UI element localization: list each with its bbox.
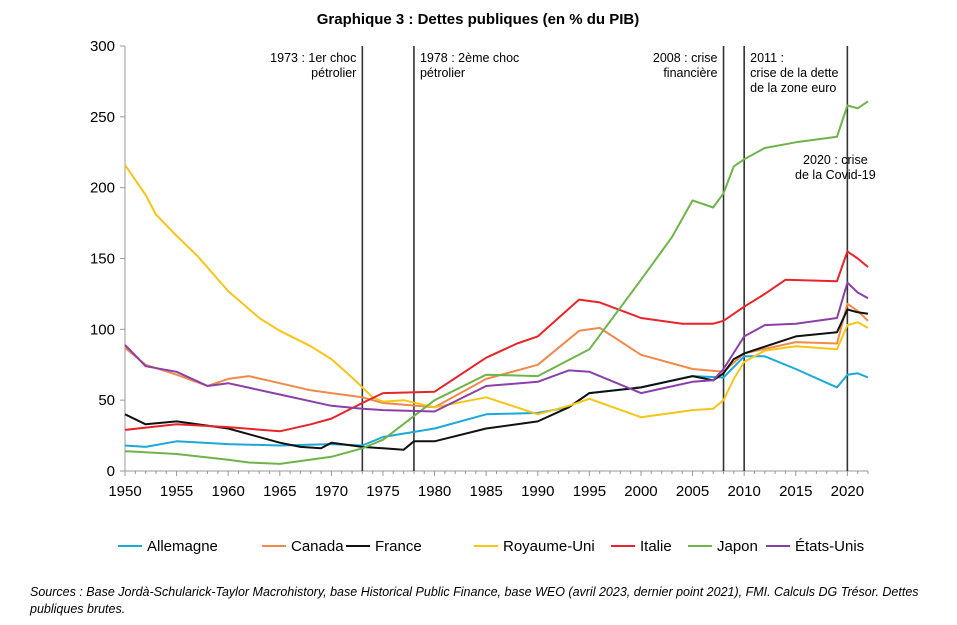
x-tick-label: 1950 xyxy=(108,483,141,500)
legend: Allemagne Canada France Royaume-Uni Italie Ja… xyxy=(118,538,864,555)
legend-label: Canada xyxy=(291,538,344,555)
x-tick-label: 1995 xyxy=(573,483,606,500)
legend-label: France xyxy=(375,538,422,555)
series-line-canada xyxy=(124,302,869,409)
event-label: 1973 : 1er choc xyxy=(270,51,356,65)
event-label: 1978 : 2ème choc xyxy=(420,51,519,65)
event-label: de la zone euro xyxy=(750,81,836,95)
legend-label: États-Unis xyxy=(795,538,864,555)
x-tick-label: 2000 xyxy=(624,483,657,500)
x-tick-label: 1965 xyxy=(263,483,296,500)
x-tick-label: 1980 xyxy=(418,483,451,500)
legend-label: Japon xyxy=(717,538,758,555)
x-tick-label: 1955 xyxy=(160,483,193,500)
x-tick-label: 2010 xyxy=(727,483,760,500)
y-tick-label: 100 xyxy=(90,321,115,338)
legend-label: Allemagne xyxy=(147,538,218,555)
x-tick-label: 1960 xyxy=(212,483,245,500)
debt-chart: Graphique 3 : Dettes publiques (en % du … xyxy=(90,11,876,555)
y-tick-label: 150 xyxy=(90,251,115,268)
event-label: pétrolier xyxy=(420,66,465,80)
legend-label: Italie xyxy=(640,538,672,555)
y-tick-label: 200 xyxy=(90,180,115,197)
source-note: Sources : Base Jordà-Schularick-Taylor M… xyxy=(30,585,919,616)
event-label: crise de la dette xyxy=(750,66,838,80)
event-label: 2008 : crise xyxy=(653,51,718,65)
event-label: de la Covid-19 xyxy=(795,168,876,182)
x-tick-label: 1970 xyxy=(315,483,348,500)
event-label: 2011 : xyxy=(750,51,784,65)
y-tick-label: 300 xyxy=(90,38,115,55)
x-tick-label: 1990 xyxy=(521,483,554,500)
x-tick-label: 1985 xyxy=(469,483,502,500)
event-label: 2020 : crise xyxy=(803,153,868,167)
series-line-france xyxy=(124,308,869,451)
series-line-japon xyxy=(124,100,869,465)
y-tick-label: 0 xyxy=(107,463,115,480)
x-tick-label: 1975 xyxy=(366,483,399,500)
x-tick-label: 2020 xyxy=(831,483,864,500)
event-label: financière xyxy=(663,66,717,80)
chart-title: Graphique 3 : Dettes publiques (en % du … xyxy=(317,11,640,28)
event-label: pétrolier xyxy=(311,66,356,80)
y-tick-label: 50 xyxy=(98,392,115,409)
plot-area: 0 50 100 150 200 250 300 1950 1955 1960 1965 1970 19… xyxy=(90,38,876,500)
series-line-royaume-uni xyxy=(124,164,869,419)
legend-label: Royaume-Uni xyxy=(503,538,595,555)
y-tick-label: 250 xyxy=(90,109,115,126)
x-tick-label: 2015 xyxy=(779,483,812,500)
series-line--tats-unis xyxy=(124,281,869,413)
x-tick-label: 2005 xyxy=(676,483,709,500)
series-line-italie xyxy=(124,250,869,433)
